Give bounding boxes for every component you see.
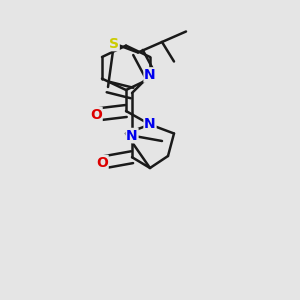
Text: O: O [90,108,102,122]
Text: N: N [144,118,156,131]
Text: N: N [144,68,156,82]
Text: N: N [126,129,138,142]
Text: S: S [109,37,119,50]
Text: O: O [96,156,108,170]
